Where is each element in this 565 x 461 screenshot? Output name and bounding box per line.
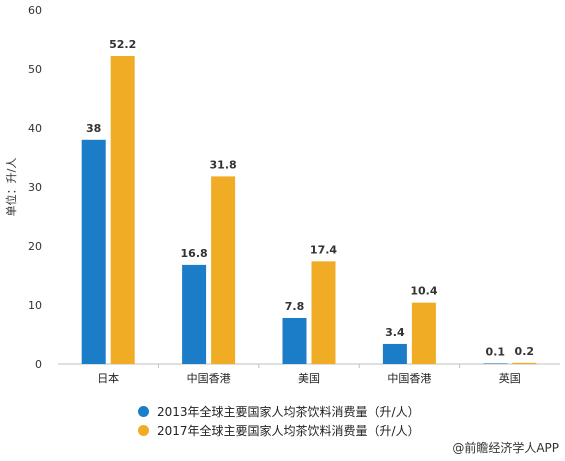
y-axis-label: 单位：升/人	[4, 158, 18, 217]
legend-item-2017[interactable]: 2017年全球主要国家人均茶饮料消费量（升/人）	[138, 421, 420, 440]
y-tick-label: 30	[28, 181, 42, 194]
y-tick-label: 10	[28, 299, 42, 312]
bar-2013	[483, 363, 508, 364]
source-credit: @前瞻经济学人APP	[452, 441, 559, 455]
legend-label-2013: 2013年全球主要国家人均茶饮料消费量（升/人）	[157, 405, 420, 419]
bar-2013	[282, 317, 307, 364]
x-category-label: 英国	[499, 371, 521, 385]
legend-marker-2013	[138, 406, 149, 417]
data-label: 16.8	[181, 247, 208, 260]
data-label: 0.2	[515, 345, 535, 358]
data-label: 7.8	[285, 300, 305, 313]
y-tick-label: 60	[28, 4, 42, 17]
data-label: 38	[86, 122, 101, 135]
y-tick-label: 50	[28, 63, 42, 76]
legend: 2013年全球主要国家人均茶饮料消费量（升/人） 2017年全球主要国家人均茶饮…	[138, 402, 420, 440]
legend-marker-2017	[138, 425, 149, 436]
data-label: 10.4	[410, 285, 437, 298]
data-label: 17.4	[310, 243, 337, 256]
data-label: 3.4	[385, 326, 405, 339]
legend-label-2017: 2017年全球主要国家人均茶饮料消费量（升/人）	[157, 424, 420, 438]
bar-2017	[411, 302, 436, 364]
legend-item-2013[interactable]: 2013年全球主要国家人均茶饮料消费量（升/人）	[138, 402, 420, 421]
bar-2013	[382, 343, 407, 364]
x-category-label: 日本	[97, 371, 119, 385]
y-tick-label: 20	[28, 240, 42, 253]
x-category-label: 中国香港	[387, 372, 431, 385]
data-label: 31.8	[210, 158, 237, 171]
data-label: 0.1	[486, 345, 506, 358]
bar-chart: 单位：升/人 0 10 20 30 40 50 60 38 52.2 日本 16.8 31.8 中国香港 7…	[4, 4, 560, 385]
bar-2017	[110, 56, 135, 365]
y-tick-label: 40	[28, 122, 42, 135]
bar-2017	[311, 261, 336, 364]
bar-2017	[512, 362, 537, 364]
bar-2013	[182, 264, 207, 364]
bar-2017	[211, 176, 236, 364]
bar-2013	[81, 139, 106, 364]
x-category-label: 中国香港	[187, 372, 231, 385]
x-category-label: 美国	[298, 372, 320, 385]
data-label: 52.2	[109, 38, 136, 51]
y-tick-label: 0	[35, 358, 42, 371]
